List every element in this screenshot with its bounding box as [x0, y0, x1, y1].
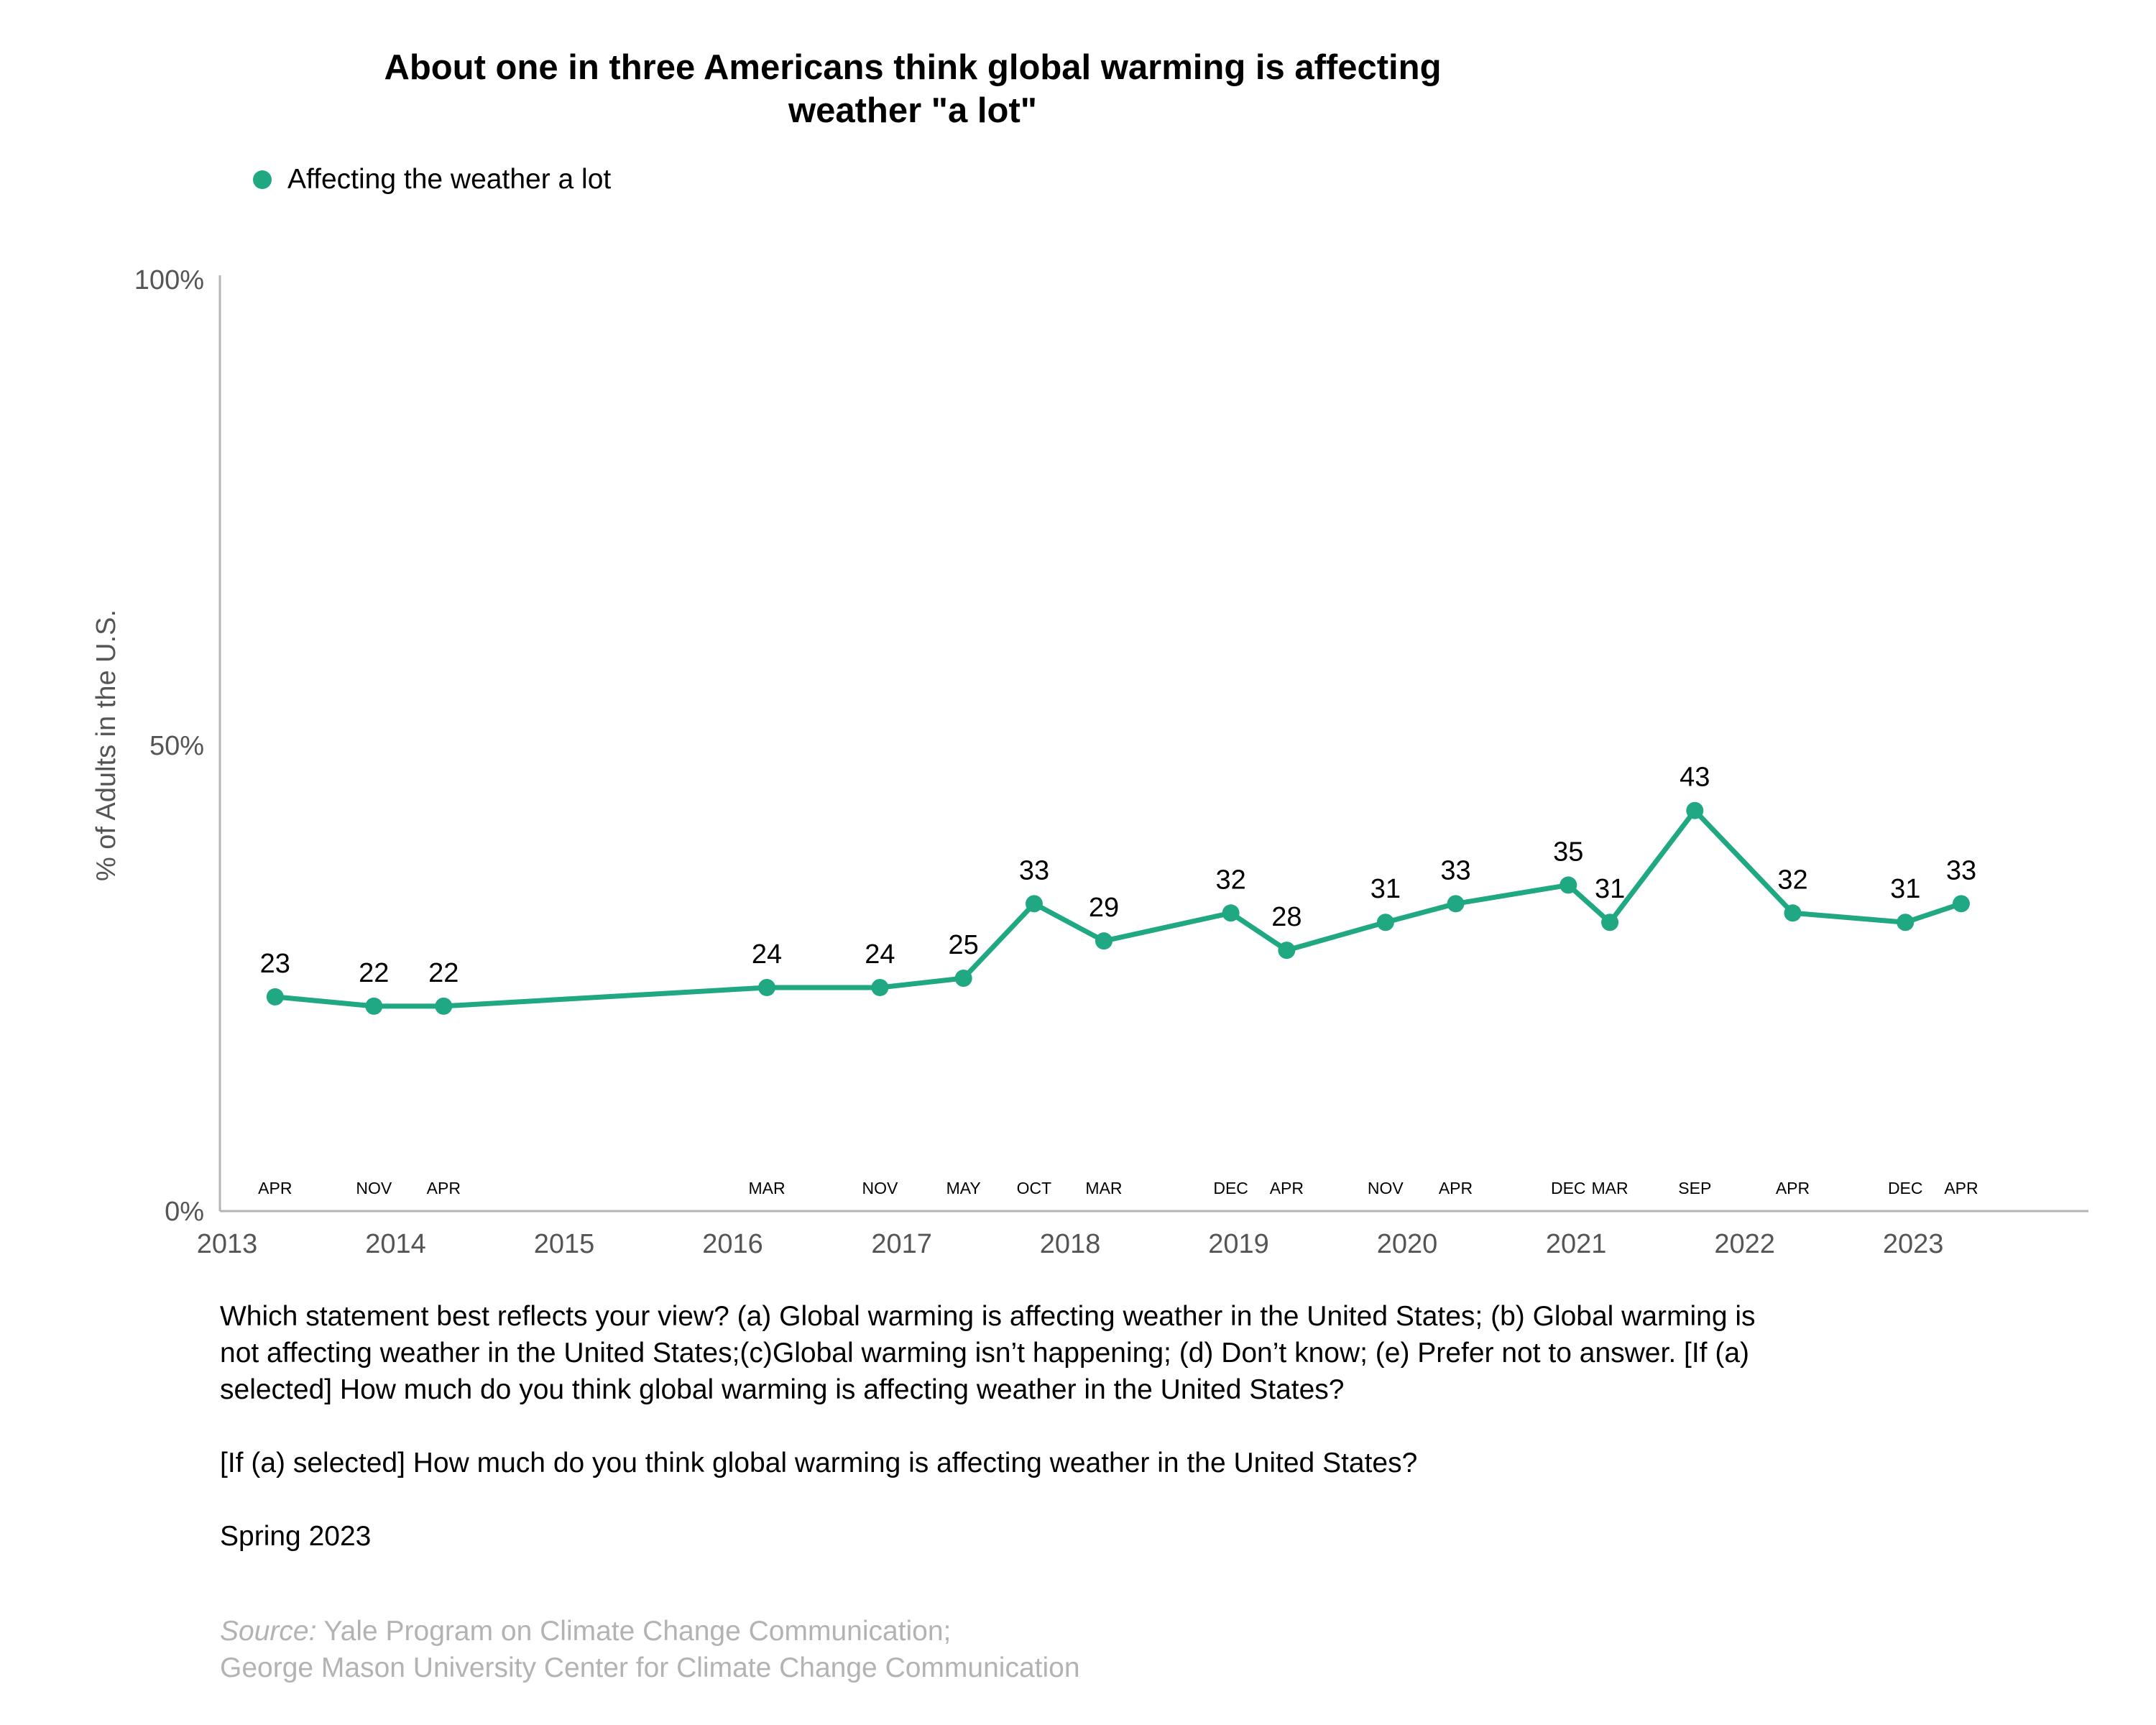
- data-point: [1784, 904, 1802, 922]
- x-year-label: 2023: [1883, 1229, 1944, 1259]
- data-label: 25: [949, 930, 979, 960]
- x-year-label: 2018: [1040, 1229, 1101, 1259]
- y-axis-title: % of Adults in the U.S.: [91, 610, 121, 881]
- x-month-label: APR: [1439, 1179, 1473, 1197]
- x-year-label: 2014: [365, 1229, 426, 1259]
- question-text: Which statement best reflects your view?…: [220, 1301, 1756, 1405]
- x-month-label: MAR: [748, 1179, 785, 1197]
- data-point: [1447, 895, 1465, 913]
- legend-marker: [253, 170, 272, 189]
- data-label: 23: [260, 949, 290, 979]
- series-line: [272, 808, 1964, 1009]
- x-month-label: NOV: [1368, 1179, 1404, 1197]
- followup-question-text: [If (a) selected] How much do you think …: [220, 1448, 1418, 1478]
- data-label: 43: [1680, 763, 1710, 793]
- data-point: [1686, 801, 1704, 819]
- x-year-label: 2020: [1377, 1229, 1438, 1259]
- source-line-1: Yale Program on Climate Change Communica…: [316, 1616, 952, 1647]
- x-year-label: 2017: [871, 1229, 932, 1259]
- x-month-label: DEC: [1213, 1179, 1248, 1197]
- x-month-label: MAR: [1085, 1179, 1122, 1197]
- data-point: [365, 997, 383, 1015]
- source-label: Source:: [220, 1616, 317, 1647]
- survey-period: Spring 2023: [220, 1521, 372, 1552]
- data-label: 22: [428, 958, 459, 988]
- chart-title-line-1: About one in three Americans think globa…: [384, 48, 1442, 87]
- chart-title-line-2: weather "a lot": [788, 91, 1037, 130]
- data-point: [954, 970, 972, 987]
- source-note: Source: Yale Program on Climate Change C…: [220, 1613, 1080, 1686]
- x-month-label: APR: [1270, 1179, 1304, 1197]
- data-label: 31: [1890, 874, 1920, 904]
- data-label: 24: [752, 939, 782, 970]
- x-month-label: APR: [1776, 1179, 1810, 1197]
- x-month-label: SEP: [1678, 1179, 1711, 1197]
- x-month-label: NOV: [862, 1179, 898, 1197]
- data-point: [266, 988, 284, 1006]
- data-label: 24: [865, 939, 895, 970]
- x-month-label: OCT: [1017, 1179, 1052, 1197]
- data-label: 28: [1271, 902, 1302, 932]
- data-point: [1278, 942, 1296, 960]
- data-point: [1601, 914, 1619, 932]
- data-point: [1095, 932, 1112, 950]
- x-month-label: MAR: [1592, 1179, 1628, 1197]
- question-notes: Which statement best reflects your view?…: [220, 1298, 1801, 1555]
- data-label: 32: [1216, 865, 1246, 895]
- y-tick-label: 100%: [134, 265, 204, 295]
- data-point: [1952, 895, 1970, 913]
- data-point: [1560, 876, 1577, 894]
- x-month-label: APR: [1944, 1179, 1978, 1197]
- data-label: 29: [1089, 893, 1119, 923]
- data-label: 31: [1370, 874, 1401, 904]
- x-month-label: DEC: [1888, 1179, 1923, 1197]
- x-month-label: NOV: [356, 1179, 392, 1197]
- x-month-label: DEC: [1551, 1179, 1586, 1197]
- data-label: 33: [1946, 855, 1976, 886]
- data-point: [871, 978, 889, 996]
- x-year-label: 2019: [1208, 1229, 1269, 1259]
- data-point: [758, 978, 776, 996]
- data-label: 32: [1777, 865, 1807, 895]
- x-month-label: APR: [427, 1179, 461, 1197]
- data-label: 22: [359, 958, 389, 988]
- chart-title: About one in three Americans think globa…: [0, 46, 1825, 132]
- data-point: [1222, 904, 1240, 922]
- x-year-label: 2013: [197, 1229, 258, 1259]
- legend: Affecting the weather a lot: [253, 164, 611, 196]
- y-tick-label: 50%: [149, 731, 204, 761]
- data-label: 31: [1595, 874, 1625, 904]
- x-year-label: 2015: [534, 1229, 595, 1259]
- data-point: [435, 997, 453, 1015]
- x-month-label: MAY: [946, 1179, 981, 1197]
- legend-label: Affecting the weather a lot: [287, 164, 612, 195]
- source-line-2: George Mason University Center for Clima…: [220, 1652, 1080, 1683]
- data-label: 33: [1440, 855, 1470, 886]
- x-year-label: 2016: [702, 1229, 763, 1259]
- x-year-label: 2022: [1714, 1229, 1775, 1259]
- data-point: [1897, 914, 1915, 932]
- line-chart: 0% 50% 100% % of Adults in the U.S. 2013 2014…: [91, 265, 2088, 1259]
- x-month-label: APR: [258, 1179, 292, 1197]
- data-point: [1376, 914, 1394, 932]
- y-tick-label: 0%: [165, 1197, 204, 1227]
- data-label: 33: [1019, 855, 1049, 886]
- data-point: [1025, 895, 1043, 913]
- data-label: 35: [1553, 837, 1583, 867]
- x-year-label: 2021: [1546, 1229, 1607, 1259]
